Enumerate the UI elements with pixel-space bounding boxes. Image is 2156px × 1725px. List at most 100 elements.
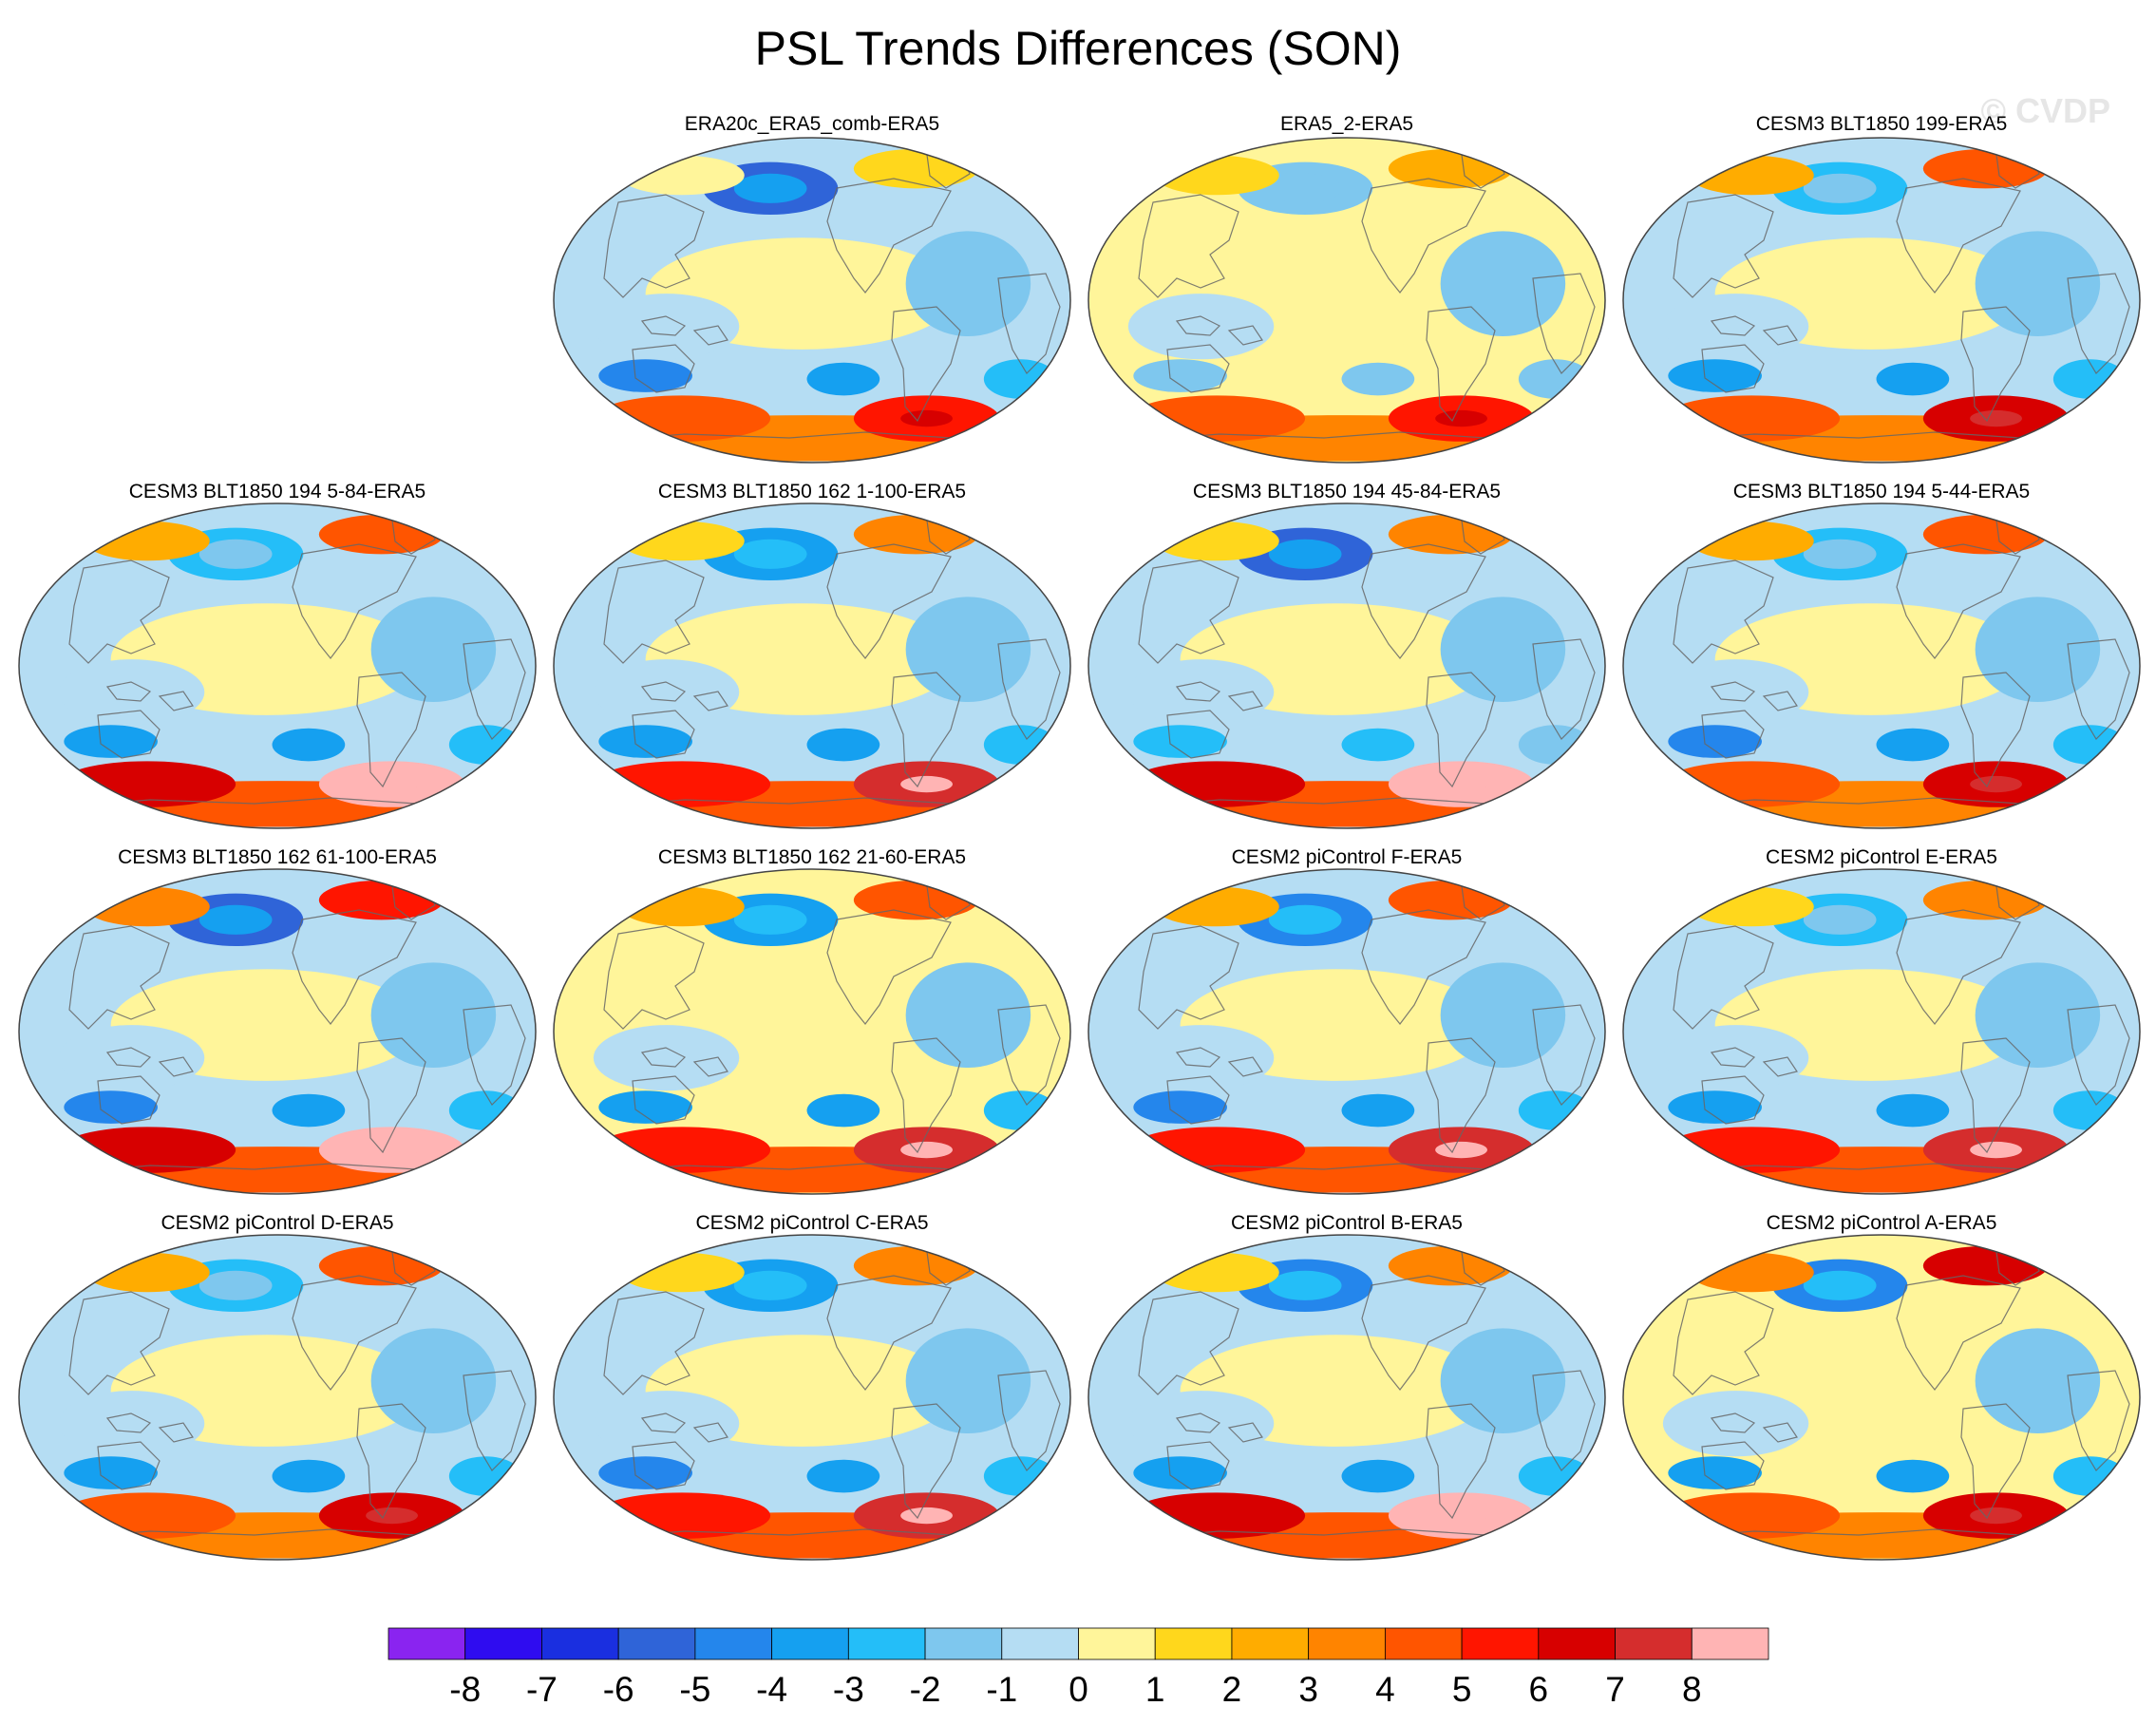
south-low-east [983,1090,1057,1130]
colorbar-box [617,1627,696,1660]
indo-pacific-cell [593,1025,740,1091]
panel-title: CESM3 BLT1850 162 1-100-ERA5 [657,481,967,502]
coastline [997,638,1061,740]
coastline [640,681,687,702]
colorbar-box [1615,1627,1693,1660]
coastline [2067,638,2130,740]
south-low-east [1518,1456,1592,1496]
south-high-core [366,775,418,793]
coastline [1673,559,1774,664]
colorbar-box [1001,1627,1079,1660]
map-panel [553,502,1071,829]
coastline [1138,1291,1239,1395]
north-low-core [1268,1270,1342,1300]
coastline [2067,273,2130,374]
south-low-central [1876,362,1950,396]
north-high-west [619,521,745,561]
coastline [1166,710,1230,759]
south-low-west [598,1456,692,1489]
map-panel [553,137,1071,464]
south-low-east [448,1090,522,1130]
map-panel [18,1234,537,1561]
coastline [1426,1037,1496,1154]
coastline [603,925,705,1030]
coastline [356,1037,426,1154]
coastline [292,909,417,1025]
coastline [105,1047,152,1068]
north-low-core [1803,1270,1877,1300]
coastline [292,1275,417,1391]
coastline [826,178,952,294]
coastline [463,1004,526,1106]
coastline [891,672,961,788]
map-panel [553,1234,1071,1561]
north-high-west [1689,886,1814,927]
southern-band [554,1147,1070,1193]
coastline [826,909,952,1025]
coastline [1673,925,1774,1030]
north-low-core [199,539,273,569]
south-high-core [1435,1141,1487,1159]
coastline [1175,681,1221,702]
coastline [1673,1291,1774,1395]
south-low-east [2052,1456,2127,1496]
north-high-west [1154,1252,1279,1293]
colorbar-tick-label: 4 [1375,1670,1395,1709]
atlantic-cell [1440,597,1566,703]
coastline [1701,344,1765,393]
colorbar-tick-label: -1 [986,1670,1017,1709]
coastline [1896,1275,2021,1391]
north-high-west [619,886,745,927]
coastline [632,344,695,393]
indo-pacific-cell [58,1025,205,1091]
north-high-west [619,1252,745,1293]
panel-title: CESM3 BLT1850 162 61-100-ERA5 [118,846,437,868]
panel-title: ERA20c_ERA5_comb-ERA5 [684,113,940,135]
panel-title: CESM3 BLT1850 162 21-60-ERA5 [657,846,967,868]
map-border [553,1234,1071,1561]
coastline [826,1275,952,1391]
coastline [1762,1056,1798,1077]
map-panel [1622,1234,2141,1561]
coastline [1701,710,1765,759]
colorbar-tick-label: 7 [1605,1670,1625,1709]
southern-band [19,781,536,827]
coastline [1701,1441,1765,1490]
coastline [603,559,705,664]
colorbar-tick-label: 6 [1529,1670,1549,1709]
north-low-core [733,539,807,569]
south-low-east [448,1456,522,1496]
coastline [692,1422,728,1443]
north-low-core [199,1270,273,1300]
map-panel [18,868,537,1195]
north-low-core [199,904,273,935]
north-high-west [1689,1252,1814,1293]
map-panel [1087,137,1606,464]
coastline [1532,273,1596,374]
panel-title: CESM2 piControl D-ERA5 [161,1212,394,1234]
colorbar-tick-label: -7 [526,1670,558,1709]
south-low-west [1668,1456,1762,1489]
south-low-west [1133,1456,1227,1489]
south-low-central [806,728,880,762]
southern-band [1088,1512,1605,1559]
atlantic-cell [370,597,497,703]
indo-pacific-cell [1127,1025,1275,1091]
colorbar-box [1384,1627,1463,1660]
south-low-west [64,1090,158,1124]
coastline [97,1441,161,1490]
indo-pacific-cell [593,1391,740,1457]
south-low-central [272,1459,346,1493]
coastline [1896,543,2021,659]
coastline [1960,306,2031,423]
southern-band [1088,415,1605,462]
south-low-west [1133,725,1227,758]
panel-title: CESM2 piControl B-ERA5 [1231,1212,1463,1234]
indo-pacific-cell [593,294,740,360]
southern-band [554,781,1070,827]
colorbar-tick-label: 5 [1452,1670,1472,1709]
south-high-core [1435,775,1487,793]
panel-title: CESM3 BLT1850 194 5-44-ERA5 [1732,481,2031,502]
coastline [1896,178,2021,294]
map-panel [553,868,1071,1195]
